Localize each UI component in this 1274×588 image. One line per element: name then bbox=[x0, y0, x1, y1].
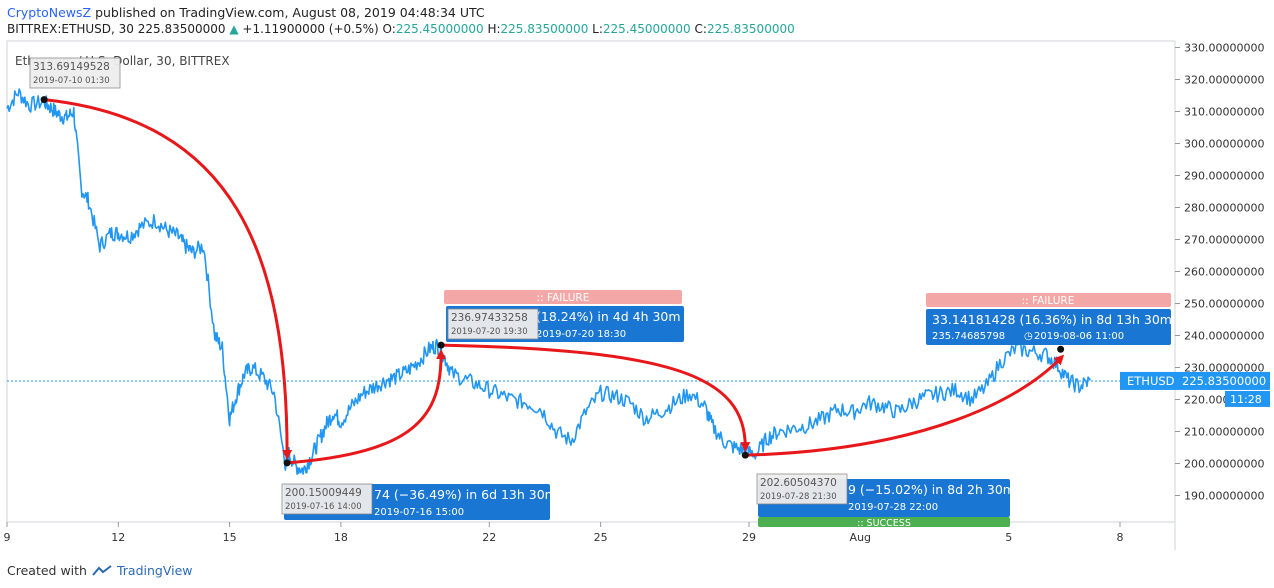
y-tick-label: 320.00000000 bbox=[1184, 74, 1264, 87]
success-label: :: SUCCESS bbox=[857, 518, 911, 529]
stat-text-1: 74 (−36.49%) in 6d 13h 30m bbox=[374, 487, 557, 502]
failure-banner-2 bbox=[926, 293, 1171, 307]
tradingview-logo-icon bbox=[92, 564, 112, 576]
publish-line: CryptoNewsZ published on TradingView.com… bbox=[7, 5, 485, 20]
price-tag-time-2: 2019-07-16 14:00 bbox=[285, 502, 362, 512]
open-value: 225.45000000 bbox=[395, 22, 484, 36]
failure-label-1: :: FAILURE bbox=[537, 292, 590, 304]
x-tick-label: 15 bbox=[223, 531, 237, 544]
y-tick-label: 270.00000000 bbox=[1184, 234, 1264, 247]
published-text: published on TradingView.com, August 08,… bbox=[95, 5, 485, 20]
y-tick-label: 300.00000000 bbox=[1184, 138, 1264, 151]
close-label: C: bbox=[694, 22, 707, 36]
x-tick-label: 29 bbox=[742, 531, 756, 544]
pivot-point-1 bbox=[40, 96, 48, 104]
price-tag-box-3 bbox=[447, 308, 539, 340]
x-tick-label: Aug bbox=[850, 531, 871, 544]
y-tick-label: 190.00000000 bbox=[1184, 490, 1264, 503]
x-tick-label: 22 bbox=[482, 531, 496, 544]
low-label: L: bbox=[592, 22, 603, 36]
stat-text-3: 9 (−15.02%) in 8d 2h 30m bbox=[848, 482, 1015, 497]
price-tag-time-1: 2019-07-10 01:30 bbox=[33, 76, 110, 86]
price-tag-box-1 bbox=[29, 57, 121, 89]
stat-sub-2: 2019-07-20 18:30 bbox=[536, 329, 626, 340]
price-tag-time-3: 2019-07-20 19:30 bbox=[451, 327, 528, 337]
trend-arrow-1 bbox=[43, 98, 293, 460]
failure-label-2: :: FAILURE bbox=[1022, 295, 1075, 307]
pivot-point-2 bbox=[283, 459, 291, 467]
stat-text-4: 33.14181428 (16.36%) in 8d 13h 30m bbox=[932, 312, 1172, 327]
clock-icon: ◷ bbox=[1024, 331, 1033, 342]
y-tick-label: 240.00000000 bbox=[1184, 330, 1264, 343]
pivot-point-5 bbox=[1057, 345, 1065, 353]
price-tag-box-2 bbox=[281, 483, 373, 515]
open-label: O: bbox=[382, 22, 396, 36]
plot-frame bbox=[6, 40, 1176, 523]
y-tick-label: 310.00000000 bbox=[1184, 106, 1264, 119]
y-tick-label: 290.00000000 bbox=[1184, 170, 1264, 183]
x-tick-label: 18 bbox=[334, 531, 348, 544]
failure-banner-1 bbox=[444, 290, 682, 304]
x-tick-label: 5 bbox=[1005, 531, 1012, 544]
price-tag-value-3: 236.97433258 bbox=[451, 312, 528, 324]
change: +1.11900000 (+0.5%) bbox=[242, 22, 379, 36]
high-value: 225.83500000 bbox=[500, 22, 589, 36]
success-banner bbox=[758, 517, 1010, 527]
trend-arrow-3 bbox=[441, 343, 751, 453]
price-tag-value-4: 202.60504370 bbox=[760, 477, 837, 489]
y-tick-label: 200.00000000 bbox=[1184, 458, 1264, 471]
close-value: 225.83500000 bbox=[706, 22, 795, 36]
y-tick-label: 250.00000000 bbox=[1184, 298, 1264, 311]
tradingview-brand[interactable]: TradingView bbox=[116, 563, 193, 578]
stat-sub-1: 2019-07-16 15:00 bbox=[374, 507, 464, 518]
author-link[interactable]: CryptoNewsZ bbox=[7, 5, 92, 20]
current-price-tag bbox=[1120, 371, 1270, 390]
stat-sub-3: 2019-07-28 22:00 bbox=[848, 502, 938, 513]
price-tag-time-4: 2019-07-28 21:30 bbox=[760, 492, 837, 502]
y-tick-label: 210.00000000 bbox=[1184, 426, 1264, 439]
x-axis: 9 12 15 18 22 25 29 Aug 5 8 bbox=[4, 522, 1124, 544]
price-tag-value-1: 313.69149528 bbox=[33, 61, 110, 73]
stat-text-2: (18.24%) in 4d 4h 30m bbox=[536, 309, 681, 324]
created-with: Created with bbox=[7, 563, 87, 578]
high-label: H: bbox=[487, 22, 501, 36]
x-tick-label: 25 bbox=[594, 531, 608, 544]
low-value: 225.45000000 bbox=[602, 22, 691, 36]
pivot-point-3 bbox=[437, 341, 445, 349]
price-series-line bbox=[6, 88, 1091, 475]
pivot-point-4 bbox=[741, 451, 749, 459]
ohlc-line: BITTREX:ETHUSD, 30 225.83500000 ▲ +1.119… bbox=[7, 22, 795, 36]
trend-arrow-4 bbox=[745, 354, 1065, 457]
stat-box-4 bbox=[926, 309, 1171, 345]
price-tag-box-4 bbox=[756, 473, 848, 505]
trend-arrow-2 bbox=[286, 349, 447, 465]
stat-sub-price-4: 235.74685798 bbox=[932, 331, 1005, 342]
countdown-label: 11:28 bbox=[1230, 393, 1262, 406]
up-arrow-icon: ▲ bbox=[229, 22, 239, 36]
y-tick-label: 330.00000000 bbox=[1184, 42, 1264, 55]
price-tag-value-2: 200.15009449 bbox=[285, 487, 362, 499]
x-tick-label: 9 bbox=[4, 531, 11, 544]
current-symbol-label: ETHUSD bbox=[1127, 374, 1175, 388]
y-tick-label: 280.00000000 bbox=[1184, 202, 1264, 215]
x-tick-label: 8 bbox=[1117, 531, 1124, 544]
footer: Created with TradingView bbox=[7, 563, 193, 578]
y-tick-label: 260.00000000 bbox=[1184, 266, 1264, 279]
stat-sub-4: 2019-08-06 11:00 bbox=[1034, 331, 1124, 342]
countdown-tag bbox=[1225, 390, 1270, 407]
symbol: BITTREX:ETHUSD, 30 bbox=[7, 22, 134, 36]
current-price-label: 225.83500000 bbox=[1182, 374, 1266, 388]
y-tick-label: 230.00000000 bbox=[1184, 362, 1264, 375]
y-axis: 330.00000000 320.00000000 310.00000000 300.… bbox=[1175, 42, 1264, 503]
last-price: 225.83500000 bbox=[137, 22, 226, 36]
x-tick-label: 12 bbox=[111, 531, 125, 544]
